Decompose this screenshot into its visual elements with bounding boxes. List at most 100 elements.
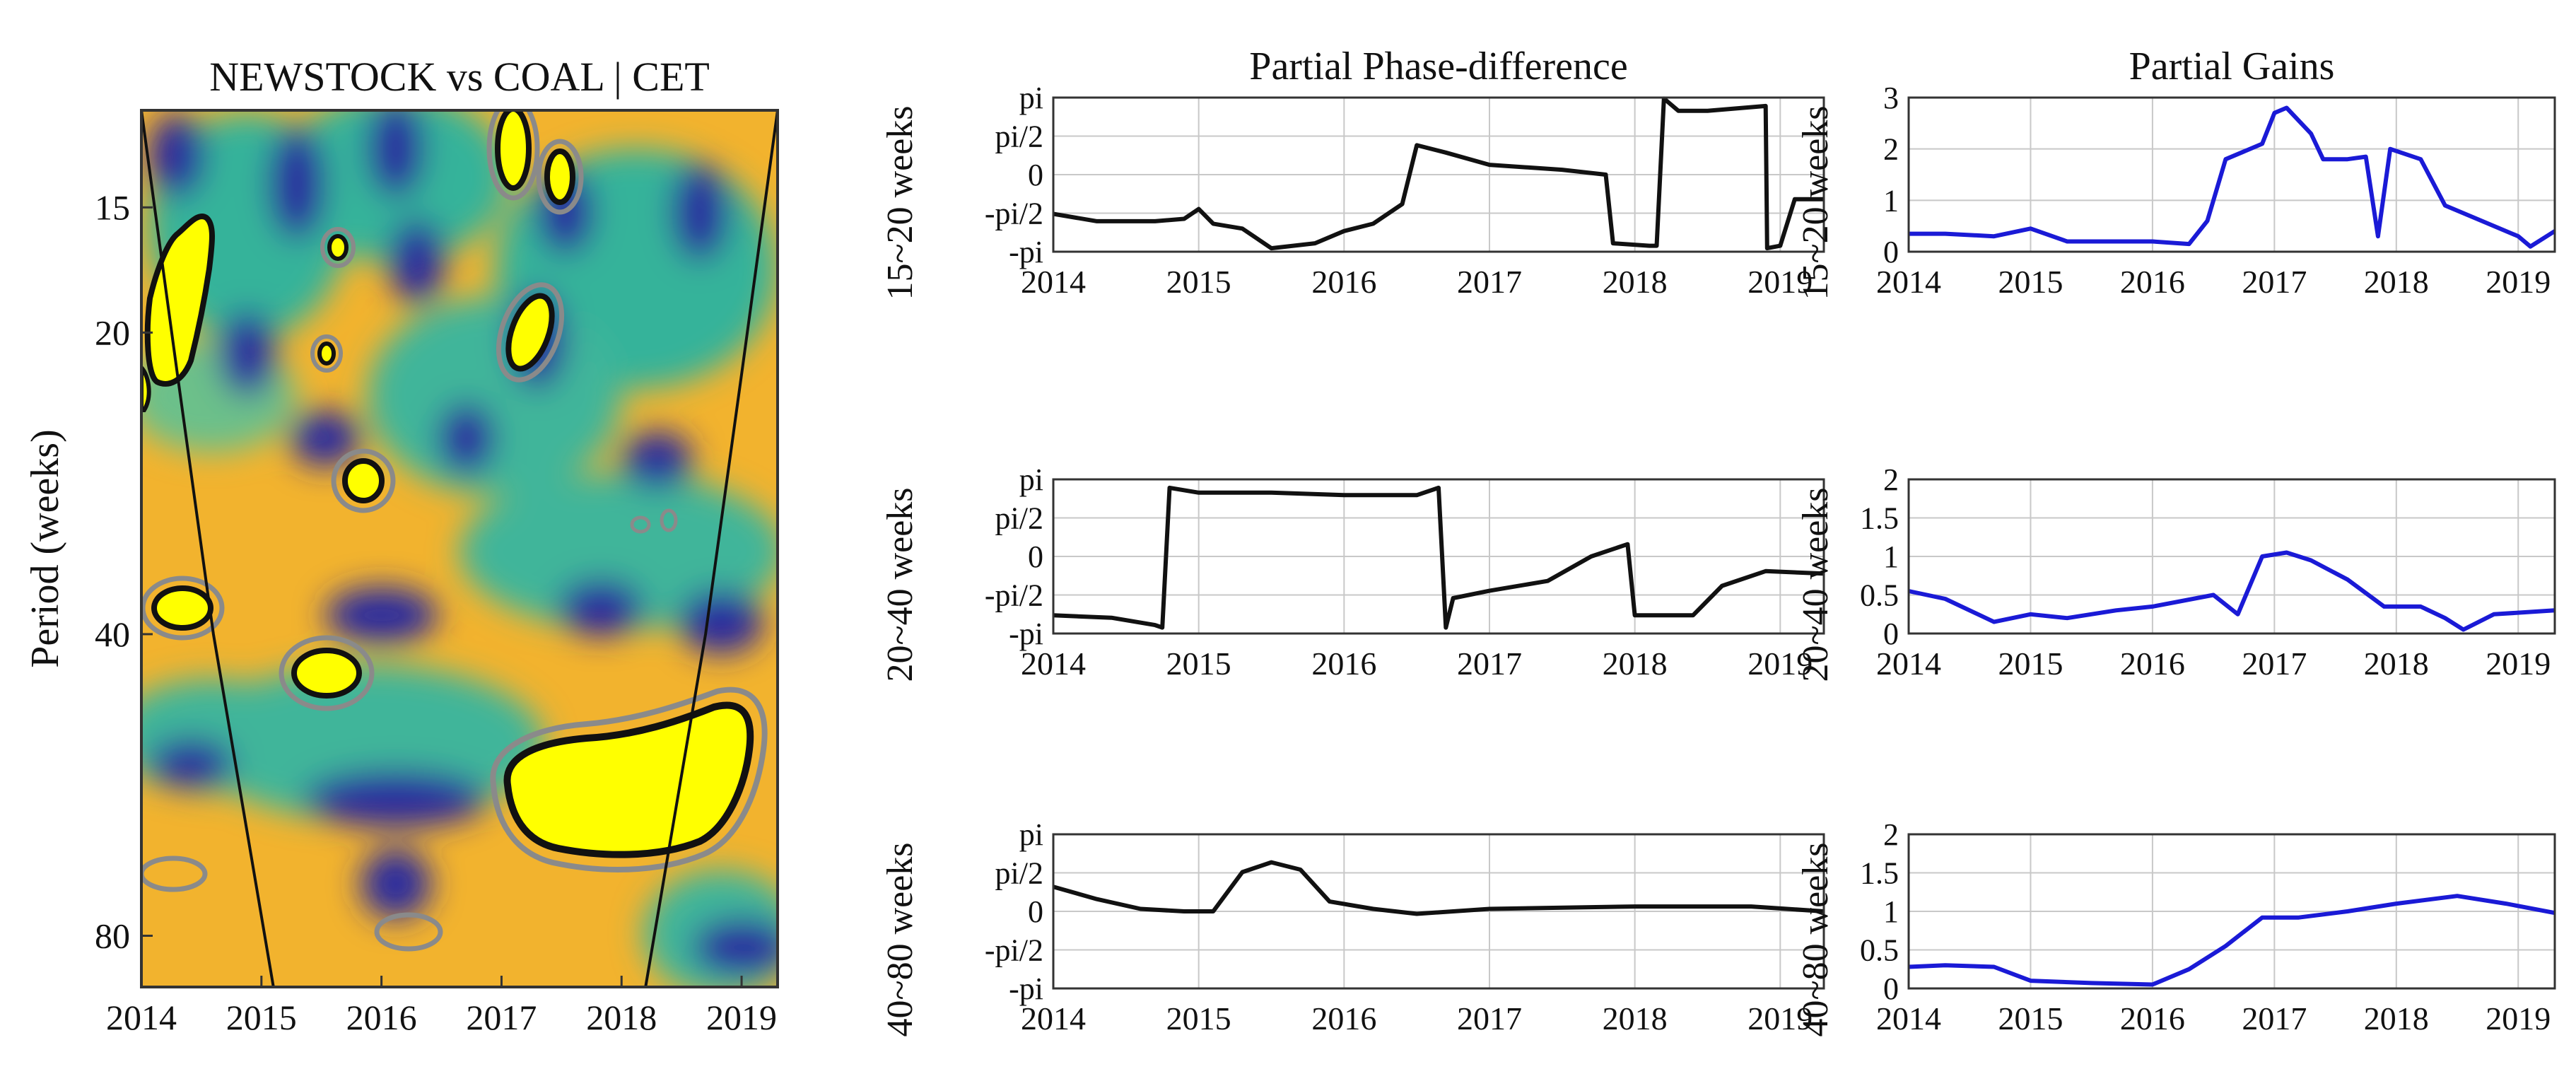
x-tick-label: 2018 (2364, 1000, 2429, 1037)
panel-frame (1907, 96, 2556, 253)
wavelet-heatmap (141, 110, 778, 987)
x-tick-label: 2019 (706, 998, 777, 1037)
significant-region (495, 110, 532, 191)
x-tick-label: 2017 (466, 998, 537, 1037)
y-axis-label: 40~80 weeks (1796, 842, 1836, 1037)
cone-of-influence-left (141, 110, 275, 987)
y-tick-label: -pi/2 (985, 578, 1043, 613)
panel-phase-40-80: 2014 2015 2016 2017 2018 2019 pi pi/20 -pi/2-pi 4… (880, 817, 1825, 1037)
y-axis-label: 15~20 weeks (1796, 105, 1836, 300)
x-tick-label: 2016 (1311, 1000, 1376, 1037)
x-tick-label: 2019 (1747, 646, 1813, 682)
x-tick-label: 2016 (2120, 646, 2185, 682)
x-tick-label: 2019 (2486, 1000, 2551, 1037)
x-tick-label: 2014 (1876, 1000, 1941, 1037)
panel-title: Partial Phase-difference (1249, 45, 1627, 88)
x-tick-label: 2015 (1998, 646, 2063, 682)
x-tick-label: 2015 (1166, 646, 1231, 682)
line-panels: 2014 2015 2016 2017 2018 2019pipi/20-pi/2-pi1… (880, 45, 2556, 1037)
x-tick-label: 2015 (1998, 264, 2063, 300)
panel-frame (1052, 833, 1825, 990)
cone-of-influence-right (644, 110, 778, 987)
x-tick-label: 2019 (1747, 1000, 1813, 1037)
wavelet-panel: NEWSTOCK vs COAL | CET Period (weeks) (23, 54, 779, 1037)
x-tick-label: 2014 (1876, 646, 1941, 682)
y-axis-label: 20~40 weeks (1796, 487, 1836, 682)
x-tick-label: 2018 (586, 998, 657, 1037)
x-tick-label: 2014 (106, 998, 177, 1037)
y-tick-label: -pi/2 (985, 933, 1043, 968)
y-tick-label: 0 (1028, 894, 1043, 929)
x-tick-label: 2016 (346, 998, 417, 1037)
y-tick-label: pi/2 (995, 856, 1043, 891)
y-tick-label: pi (1019, 81, 1043, 115)
panel-frame (1907, 833, 2556, 990)
series-line-phase-20-40 (1053, 485, 1825, 630)
series-line-phase-15-20 (1053, 96, 1824, 251)
series-line-gain-40-80 (1908, 894, 2555, 987)
y-tick-label: 1 (1883, 539, 1899, 574)
significant-region (291, 648, 362, 699)
y-tick-label: -pi/2 (985, 197, 1043, 231)
x-tick-label: 2019 (1747, 264, 1813, 300)
y-tick-label: 0 (1883, 235, 1899, 269)
y-tick-label: -pi (1009, 617, 1043, 651)
y-tick-label: -pi (1009, 235, 1043, 269)
x-tick-label: 2015 (1998, 1000, 2063, 1037)
y-tick-label: -pi (1009, 971, 1043, 1006)
y-tick-label: pi/2 (995, 501, 1043, 536)
x-tick-label: 2017 (2242, 1000, 2307, 1037)
x-tick-label: 2016 (1311, 646, 1376, 682)
x-tick-label: 2016 (2120, 1000, 2185, 1037)
y-axis-label: 20~40 weeks (880, 487, 920, 682)
panel-title: Partial Gains (2129, 45, 2335, 88)
x-tick-label: 2019 (2486, 646, 2551, 682)
x-tick-label: 2015 (226, 998, 297, 1037)
x-tick-label: 2016 (2120, 264, 2185, 300)
x-tick-label: 2014 (1876, 264, 1941, 300)
y-tick-label: 2 (1883, 132, 1899, 167)
x-tick-label: 2019 (2486, 264, 2551, 300)
panel-gain-40-80: 2014 2015 2016 2017 2018 2019 00.5 11.5 2 40~80 w… (1796, 817, 2556, 1037)
y-tick-label: 40 (95, 614, 130, 654)
significant-region (544, 148, 575, 205)
x-tick-label: 2014 (1021, 264, 1086, 300)
significant-region (151, 585, 213, 631)
x-tick-label: 2017 (1457, 646, 1522, 682)
y-axis-label: 15~20 weeks (880, 105, 920, 300)
panel-gain-20-40: 2014 2015 2016 2017 2018 2019 0 0.5 11.5 2 20~40 w… (1796, 462, 2556, 682)
x-tick-label: 2018 (2364, 264, 2429, 300)
y-tick-label: 80 (95, 916, 130, 956)
x-tick-label: 2014 (1021, 646, 1086, 682)
x-tick-label: 2017 (2242, 264, 2307, 300)
y-axis-label: 40~80 weeks (880, 842, 920, 1037)
y-tick-label: 1 (1883, 894, 1899, 929)
wavelet-axes: 2014 2015 2016 2017 2018 2019 15 20 40 80 (95, 187, 777, 1037)
y-tick-label: 0.5 (1860, 578, 1899, 613)
y-tick-label: 0 (1028, 539, 1043, 574)
y-tick-label: 20 (95, 313, 130, 352)
panel-frame (1052, 478, 1825, 635)
significant-region (144, 214, 215, 387)
y-tick-label: 0 (1883, 617, 1899, 651)
x-tick-label: 2015 (1166, 1000, 1231, 1037)
y-tick-label: 2 (1883, 462, 1899, 497)
y-tick-label: 1.5 (1860, 856, 1899, 891)
panel-phase-20-40: 2014 2015 2016 2017 2018 2019 pi pi/20 -pi/2 -pi 2… (880, 462, 1825, 682)
y-tick-label: 0 (1028, 158, 1043, 192)
significant-region (505, 293, 555, 372)
x-tick-label: 2018 (1603, 1000, 1668, 1037)
y-tick-label: 15 (95, 187, 130, 227)
y-tick-label: 3 (1883, 81, 1899, 115)
x-tick-label: 2017 (2242, 646, 2307, 682)
wavelet-title: NEWSTOCK vs COAL | CET (209, 54, 710, 100)
y-tick-label: pi (1019, 817, 1043, 852)
panel-phase-15-20: 2014 2015 2016 2017 2018 2019 pi pi/2 0 -pi/2 -pi 1… (880, 45, 1825, 300)
panel-gain-15-20: 2014 2015 2016 2017 2018 2019 0 1 2 3 15~20 weeks P… (1796, 45, 2556, 300)
wavelet-y-label: Period (weeks) (23, 429, 67, 667)
panel-frame (1052, 96, 1825, 253)
significant-region (342, 458, 385, 503)
x-tick-label: 2018 (1603, 646, 1668, 682)
x-tick-label: 2015 (1166, 264, 1231, 300)
